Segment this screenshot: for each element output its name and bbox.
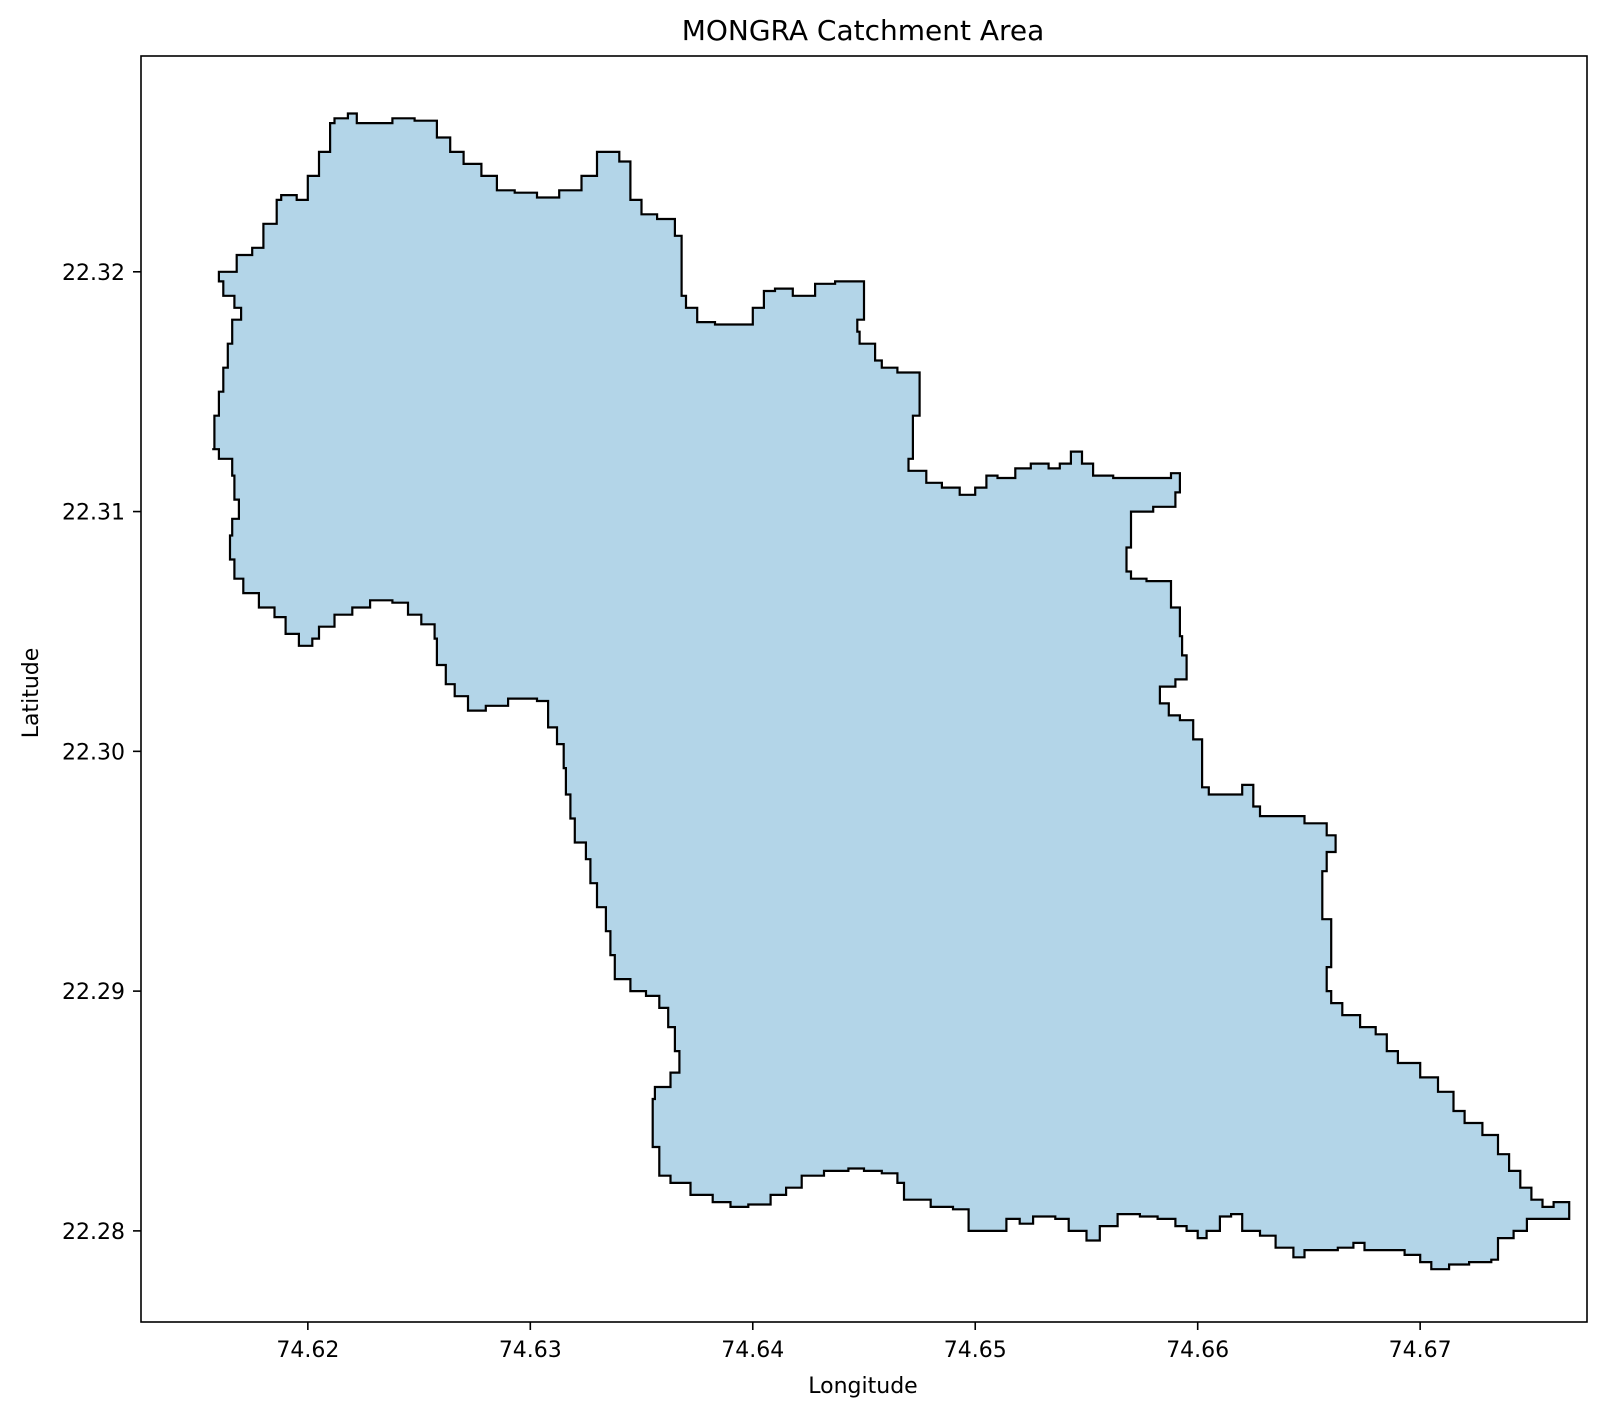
x-tick-label: 74.63: [499, 1338, 562, 1363]
y-tick-label: 22.29: [62, 980, 125, 1005]
catchment-area-polygon[interactable]: [212, 112, 1571, 1271]
y-tick-label: 22.31: [62, 501, 125, 526]
plot-area: [140, 55, 1588, 1323]
x-tick-label: 74.66: [1166, 1338, 1229, 1363]
x-tick-label: 74.62: [276, 1338, 339, 1363]
x-axis-label: Longitude: [808, 1374, 917, 1399]
y-axis-label: Latitude: [19, 648, 44, 739]
y-axis-ticks: 22.28 22.29 22.30 22.31 22.32: [62, 261, 141, 1245]
y-tick-label: 22.28: [62, 1220, 125, 1245]
y-tick-label: 22.30: [62, 740, 125, 765]
x-tick-label: 74.65: [944, 1338, 1007, 1363]
x-axis-ticks: 74.62 74.63 74.64 74.65 74.66 74.67: [276, 1322, 1452, 1363]
y-tick-label: 22.32: [62, 261, 125, 286]
map-title: MONGRA Catchment Area: [682, 14, 1045, 47]
x-tick-label: 74.67: [1389, 1338, 1452, 1363]
x-tick-label: 74.64: [721, 1338, 784, 1363]
axes-frame: [140, 55, 1588, 1323]
